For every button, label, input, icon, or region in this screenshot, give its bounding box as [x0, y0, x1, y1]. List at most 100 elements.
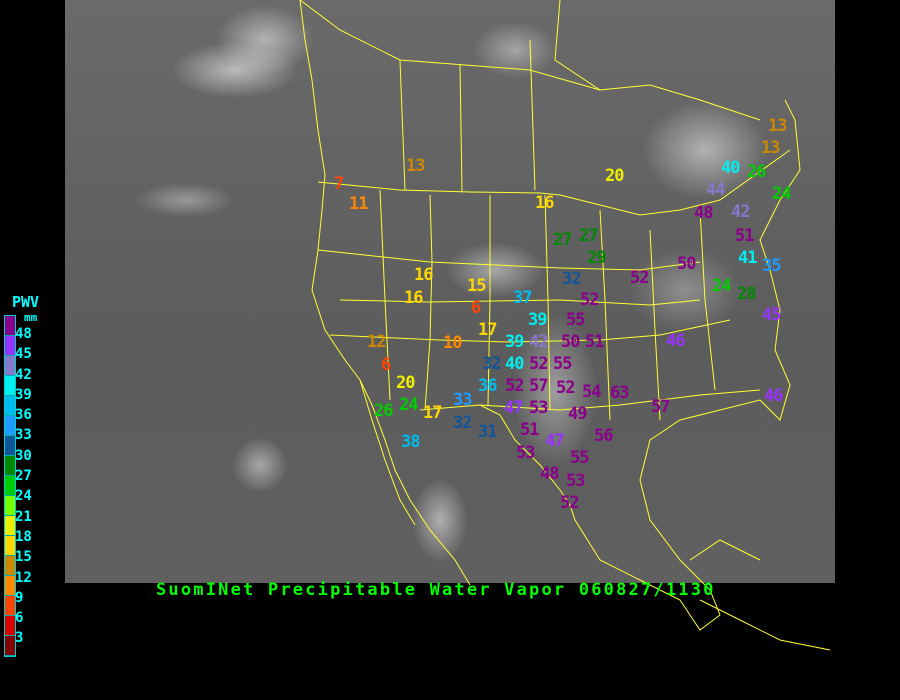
- station-value: 55: [553, 354, 573, 374]
- station-value: 50: [561, 332, 581, 352]
- station-value: 42: [529, 332, 549, 352]
- station-value: 52: [560, 493, 580, 513]
- station-value: 44: [706, 180, 726, 200]
- legend-swatch: [5, 316, 15, 336]
- station-value: 16: [414, 265, 434, 285]
- station-value: 39: [528, 310, 548, 330]
- station-value: 50: [677, 254, 697, 274]
- station-value: 6: [381, 355, 391, 375]
- station-value: 40: [721, 158, 741, 178]
- legend-label: 45: [15, 346, 32, 363]
- station-value: 32: [453, 413, 473, 433]
- legend-label: 36: [15, 407, 32, 424]
- legend-unit: mm: [24, 311, 38, 324]
- station-value: 46: [764, 386, 784, 406]
- station-value: 57: [651, 397, 671, 417]
- station-value: 35: [762, 256, 782, 276]
- map-title: SuomINet Precipitable Water Vapor 060827…: [156, 580, 716, 600]
- legend-color-scale: [4, 315, 16, 657]
- station-value: 27: [553, 230, 573, 250]
- legend-label: 9: [15, 589, 24, 606]
- station-value: 24: [399, 395, 419, 415]
- station-value: 12: [367, 332, 387, 352]
- station-value: 10: [443, 333, 463, 353]
- legend-label: 18: [15, 528, 32, 545]
- station-value: 47: [545, 431, 565, 451]
- station-value: 32: [482, 354, 502, 374]
- legend-swatch: [5, 496, 15, 516]
- legend-label: 3: [15, 630, 24, 647]
- legend-title: PWV: [12, 293, 40, 311]
- satellite-map: [65, 0, 835, 583]
- station-value: 29: [587, 248, 607, 268]
- station-value: 41: [738, 248, 758, 268]
- legend-labels: 48 45 42 39 36 33 30 27 24 21 18 15 12 9…: [15, 327, 32, 652]
- station-value: 55: [570, 448, 590, 468]
- station-value: 38: [401, 432, 421, 452]
- station-value: 53: [566, 471, 586, 491]
- station-value: 51: [585, 332, 605, 352]
- station-value: 26: [374, 401, 394, 421]
- station-value: 31: [478, 422, 498, 442]
- legend-swatch: [5, 516, 15, 536]
- legend-label: 42: [15, 366, 32, 383]
- legend-swatch: [5, 556, 15, 576]
- legend-swatch: [5, 436, 15, 456]
- station-value: 17: [423, 403, 443, 423]
- station-value: 42: [731, 202, 751, 222]
- legend-label: 33: [15, 427, 32, 444]
- station-value: 20: [605, 166, 625, 186]
- station-value: 27: [579, 226, 599, 246]
- legend-label: 24: [15, 488, 32, 505]
- station-value: 52: [630, 268, 650, 288]
- station-value: 37: [513, 288, 533, 308]
- station-value: 63: [610, 383, 630, 403]
- legend-label: 15: [15, 549, 32, 566]
- legend-label: 27: [15, 468, 32, 485]
- legend-swatch: [5, 396, 15, 416]
- legend-swatch: [5, 456, 15, 476]
- legend-label: 48: [15, 326, 32, 342]
- station-value: 47: [504, 398, 524, 418]
- station-value: 11: [349, 194, 369, 214]
- station-value: 54: [582, 382, 602, 402]
- station-value: 40: [505, 354, 525, 374]
- legend-label: 30: [15, 447, 32, 464]
- legend-swatch: [5, 416, 15, 436]
- legend-swatch: [5, 376, 15, 396]
- station-value: 15: [467, 276, 487, 296]
- station-value: 51: [735, 226, 755, 246]
- station-value: 52: [505, 376, 525, 396]
- legend-label: 21: [15, 508, 32, 525]
- station-value: 24: [772, 184, 792, 204]
- station-value: 57: [529, 376, 549, 396]
- station-value: 13: [406, 156, 426, 176]
- legend-label: 6: [15, 610, 24, 627]
- station-value: 16: [535, 193, 555, 213]
- station-value: 33: [453, 390, 473, 410]
- station-value: 39: [505, 332, 525, 352]
- station-value: 13: [768, 116, 788, 136]
- station-value: 48: [694, 203, 714, 223]
- station-value: 17: [478, 320, 498, 340]
- station-value: 48: [540, 464, 560, 484]
- station-value: 7: [334, 174, 344, 194]
- legend-label: 39: [15, 386, 32, 403]
- station-value: 32: [562, 269, 582, 289]
- station-value: 24: [712, 276, 732, 296]
- station-value: 51: [520, 420, 540, 440]
- station-value: 45: [762, 305, 782, 325]
- station-value: 52: [580, 290, 600, 310]
- station-value: 53: [529, 398, 549, 418]
- legend-swatch: [5, 576, 15, 596]
- station-value: 55: [566, 310, 586, 330]
- legend-swatch: [5, 336, 15, 356]
- legend-swatch: [5, 616, 15, 636]
- station-value: 20: [396, 373, 416, 393]
- station-value: 26: [747, 162, 767, 182]
- legend-swatch: [5, 596, 15, 616]
- station-value: 52: [529, 354, 549, 374]
- station-value: 28: [737, 284, 757, 304]
- station-value: 6: [471, 298, 481, 318]
